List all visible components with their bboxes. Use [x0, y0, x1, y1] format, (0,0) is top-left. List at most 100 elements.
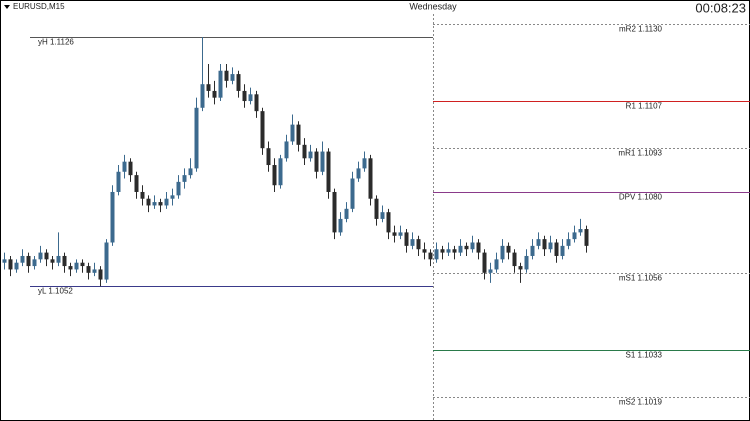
- candle-body: [56, 255, 61, 263]
- candle-body: [404, 232, 409, 246]
- candle-body: [212, 90, 217, 98]
- candle-body: [206, 84, 211, 91]
- candle-body: [158, 202, 163, 206]
- candle-body: [20, 255, 25, 263]
- candle-body: [326, 151, 331, 192]
- candle-body: [410, 239, 415, 246]
- candle-body: [200, 84, 205, 108]
- candle-body: [296, 124, 301, 145]
- candle-body: [8, 259, 13, 270]
- candle-body: [92, 269, 97, 273]
- candle-body: [26, 255, 31, 267]
- candle-body: [38, 252, 43, 260]
- candle-body: [464, 245, 469, 250]
- candle-body: [530, 245, 535, 256]
- candle-body: [86, 266, 91, 273]
- candle-body: [500, 245, 505, 260]
- candle-body: [578, 229, 583, 233]
- symbol-label[interactable]: EURUSD,M15: [13, 2, 65, 11]
- candle-body: [98, 269, 103, 280]
- candle-body: [434, 249, 439, 260]
- candle-body: [494, 259, 499, 270]
- candle-body: [482, 252, 487, 273]
- pivot-label: S1 1.1033: [626, 351, 663, 360]
- candle-body: [488, 269, 493, 273]
- candle-body: [422, 249, 427, 253]
- candle-body: [236, 74, 241, 91]
- candle-body: [140, 191, 145, 199]
- candle-body: [302, 144, 307, 159]
- candle-body: [14, 262, 19, 270]
- level-label: yH 1.1126: [38, 38, 74, 47]
- candle-body: [536, 239, 541, 246]
- pivot-label: DPV 1.1080: [619, 193, 663, 202]
- candle-body: [182, 175, 187, 182]
- candle-body: [584, 229, 589, 246]
- pivot-label: mR1 1.1093: [618, 149, 662, 158]
- candle-body: [128, 161, 133, 176]
- candle-body: [80, 262, 85, 267]
- candle-body: [230, 74, 235, 81]
- candle-body: [440, 249, 445, 253]
- candle-body: [2, 259, 7, 263]
- day-label: Wednesday: [409, 1, 457, 11]
- candle-body: [572, 232, 577, 240]
- candle-body: [194, 107, 199, 169]
- bar-timer: 00:08:23: [695, 0, 746, 15]
- candle-body: [458, 245, 463, 253]
- candle-body: [560, 245, 565, 256]
- candle-body: [242, 90, 247, 102]
- candle-body: [44, 252, 49, 260]
- candle-body: [266, 148, 271, 166]
- candle-body: [332, 191, 337, 233]
- candle-body: [272, 165, 277, 186]
- candle-body: [50, 259, 55, 263]
- candle-body: [476, 242, 481, 253]
- candle-body: [446, 249, 451, 253]
- level-label: yL 1.1052: [38, 287, 73, 296]
- candle-body: [506, 245, 511, 253]
- candle-body: [320, 151, 325, 172]
- candle-body: [416, 239, 421, 250]
- candle-body: [164, 198, 169, 206]
- candle-body: [116, 171, 121, 192]
- candle-body: [74, 262, 79, 270]
- pivot-label: mS2 1.1019: [619, 398, 663, 407]
- candle-body: [386, 212, 391, 233]
- candle-body: [146, 198, 151, 206]
- candle-body: [260, 111, 265, 149]
- pivot-label: mR2 1.1130: [619, 25, 663, 34]
- candle-body: [518, 266, 523, 270]
- candle-body: [218, 70, 223, 98]
- candle-body: [368, 158, 373, 199]
- candle-body: [254, 94, 259, 112]
- candle-body: [548, 242, 553, 250]
- pivot-label: R1 1.1107: [626, 102, 663, 111]
- candle-body: [170, 195, 175, 199]
- candle-body: [566, 239, 571, 246]
- candle-body: [452, 249, 457, 253]
- candle-body: [68, 266, 73, 270]
- candle-body: [176, 181, 181, 196]
- candle-body: [122, 161, 127, 172]
- candle-body: [224, 70, 229, 81]
- candle-body: [32, 259, 37, 267]
- candle-body: [104, 242, 109, 280]
- candle-body: [290, 124, 295, 142]
- candle-body: [542, 239, 547, 250]
- candle-body: [350, 178, 355, 209]
- symbol-menu-icon[interactable]: [4, 5, 10, 9]
- candle-body: [314, 151, 319, 172]
- candle-body: [428, 252, 433, 260]
- candle-body: [380, 212, 385, 219]
- candle-body: [356, 168, 361, 179]
- candle-body: [554, 242, 559, 256]
- candle-body: [398, 232, 403, 236]
- candle-body: [470, 242, 475, 250]
- pivot-label: mS1 1.1056: [619, 274, 663, 283]
- candle-body: [344, 208, 349, 219]
- candle-body: [512, 252, 517, 267]
- candle-body: [248, 94, 253, 102]
- candle-body: [362, 158, 367, 169]
